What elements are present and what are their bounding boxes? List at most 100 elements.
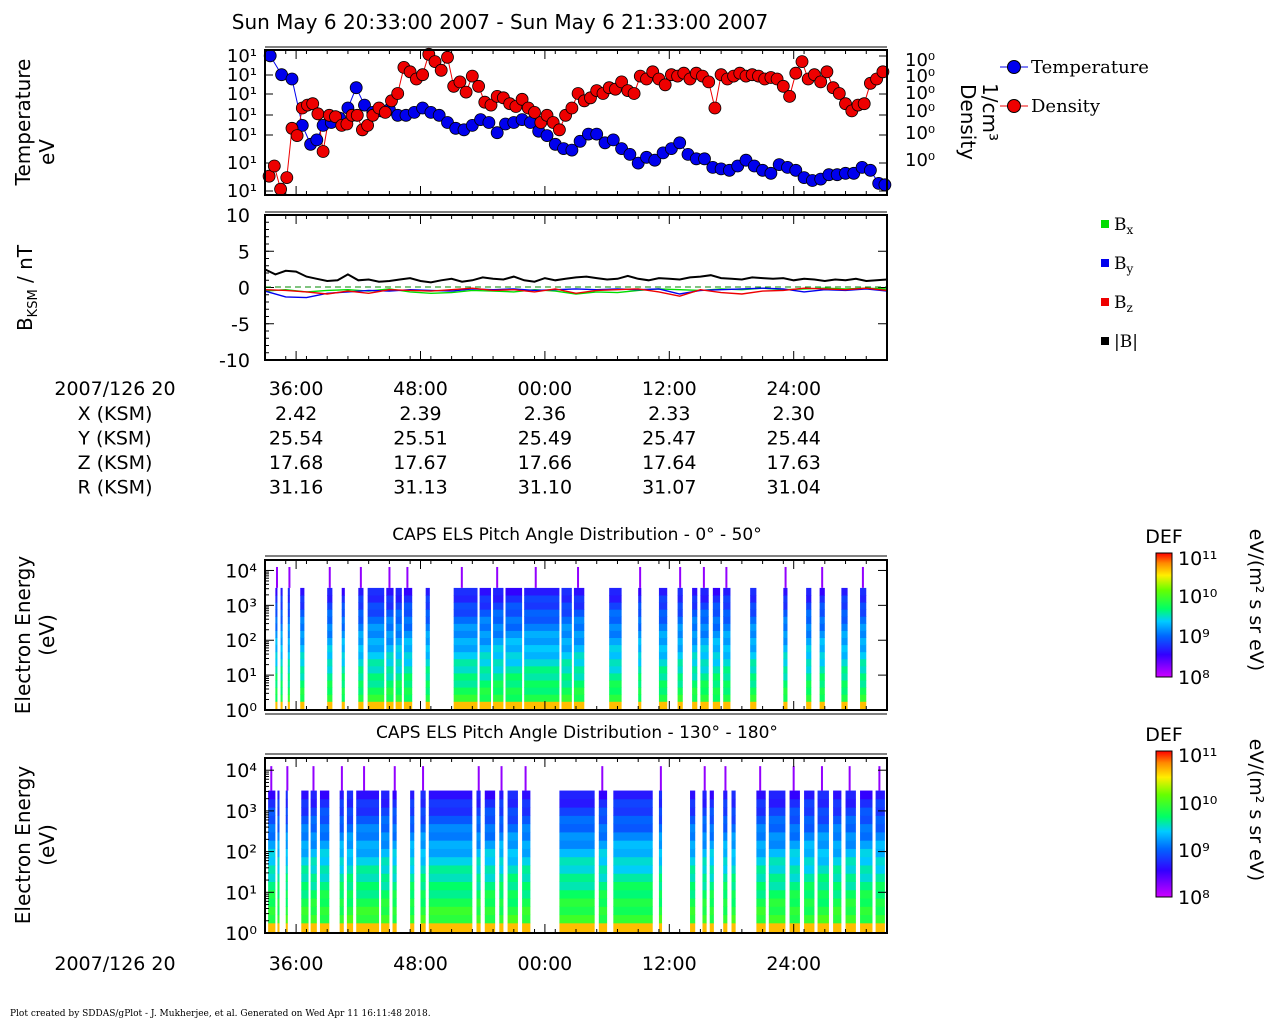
pad-0-50-spectrogram-cell [524,602,560,610]
pad-130-180-spectrogram-cell [690,823,696,833]
pad-130-180-spectrogram-cell [339,807,344,816]
ephemeris-value: 25.51 [393,428,447,450]
pad-130-180-spectrogram-cell [410,898,415,907]
density-point [311,107,325,121]
pad-0-50-spectrogram-cell [505,701,523,710]
pad-0-50-spectrogram-cell [505,687,523,695]
pad-130-180-spectrogram-cell [875,798,885,808]
pad-130-180-spectrogram-cell [789,889,800,899]
pad-0-50-panel: CAPS ELS Pitch Angle Distribution - 0° -… [11,525,1267,722]
pad-0-50-spectrogram-cell [561,680,572,688]
pad-0-50-spectrogram-cell [341,637,345,646]
pad-0-50-spectrogram-cell [275,658,278,667]
pad-0-50-spectrogram-cell [358,602,364,610]
pad-130-180-spectrogram-cell [702,922,707,933]
pad-130-180-spectrogram-cell [268,914,276,924]
pad-0-50-spectrogram-cell [861,566,864,588]
pad-130-180-spectrogram-cell [756,831,766,841]
pad-130-180-spectrogram-cell [789,798,800,808]
pad-0-50-spectrogram-cell [712,672,721,681]
pad-0-50-spectrogram-cell [658,587,668,596]
pad-0-50-spectrogram-cell [638,644,642,653]
pad-0-50-spectrogram-cell [287,587,290,596]
pad-0-50-spectrogram-cell [561,701,572,710]
pad-130-180-spectrogram-cell [339,848,344,858]
density-point [472,79,486,93]
pad-130-180-spectrogram-cell [301,815,309,825]
pad-0-50-spectrogram-cell [300,623,305,631]
pad-0-50-spectrogram-cell [524,594,560,603]
pad-130-180-spectrogram-cell [310,889,317,899]
pad-0-50-spectrogram-cell [723,616,731,624]
upper-time-tick-label: 36:00 [269,378,324,400]
pad-0-50-spectrogram-cell [341,630,345,639]
pad-0-50-spectrogram-cell [395,602,402,610]
pad-0-50-spectrogram-cell [493,616,504,624]
pad-130-180-spectrogram-cell [690,922,696,933]
pad-130-180-spectrogram-cell [319,798,330,808]
pad-0-50-spectrogram-cell [573,616,585,624]
pad-0-50-spectrogram-cell [819,658,825,667]
pad-130-180-spectrogram-cell [817,889,829,899]
pad-130-180-spectrogram-cell [507,881,518,891]
pad-130-180-spectrogram-cell [731,922,736,933]
pad-130-180-spectrogram-cell [875,914,885,924]
pad-130-180-spectrogram-cell [658,815,663,825]
magnetic-tick-label: 5 [238,241,250,263]
pad-0-50-spectrogram-cell [327,687,333,695]
pad-130-180-spectrogram-cell [860,848,873,858]
pad-0-50-spectrogram-cell [367,602,385,610]
pad-130-180-spectrogram-cell [319,823,330,833]
pad-130-180-spectrogram-cell [848,766,851,791]
pad-0-50-spectrogram-cell [677,637,683,646]
pad-130-180-spectrogram-cell [319,906,330,916]
pad-130-180-spectrogram-cell [756,840,766,849]
pad-130-180-spectrogram-cell [381,873,390,882]
pad-0-50-spectrogram-cell [327,651,333,660]
pad-0-50-spectrogram-cell [453,672,478,681]
upper-time-tick-labels: 36:00 48:00 00:00 12:00 24:00 [269,378,821,400]
pad-0-50-spectrogram-cell [700,623,709,631]
pad-0-50-spectrogram-cell [783,680,788,688]
density-axis-label-line1: Density [956,84,980,160]
pad-130-180-spectrogram-cell [804,856,815,866]
ephemeris-row-label: Z (KSM) [78,452,153,474]
pad-130-180-spectrogram-cell [507,798,518,808]
pad-130-180-tick-labels: 10⁰ 10¹ 10² 10³ 10⁴ [225,760,257,945]
pad-0-50-spectrogram-cell [479,602,491,610]
pad-0-50-spectrogram-cell [505,680,523,688]
pad-0-50-spectrogram-cell [841,594,848,603]
pad-0-50-spectrogram-cell [639,566,642,588]
pad-0-50-spectrogram-cell [677,602,683,610]
pad-0-50-spectrogram-cell [841,665,848,674]
pad-130-180-spectrogram-cell [709,848,714,858]
pad-0-50-spectrogram-cell [425,637,430,646]
pad-130-180-spectrogram-cell [768,898,786,907]
pad-130-180-spectrogram-cell [268,889,276,899]
temperature-tick-label: 10¹ [227,84,257,105]
pad-0-50-spectrogram-cell [403,630,413,639]
pad-130-180-spectrogram-cell [723,831,728,841]
magnetic-axis-label-text: BKSM / nT [13,244,41,331]
pad-0-50-spectrogram-cell [524,658,560,667]
pad-130-180-spectrogram-cell [277,807,280,816]
pad-130-180-spectrogram-cell [392,864,397,874]
pad-130-180-spectrogram-cell [731,798,736,808]
density-point [453,75,467,89]
pad-130-180-spectrogram-cell [702,864,707,874]
pad-130-180-spectrogram-cell [860,881,873,891]
pad-130-180-spectrogram-cell [484,831,496,841]
pad-0-50-spectrogram-cell [819,594,825,603]
pad-0-50-spectrogram-cell [841,658,848,667]
pad-130-180-spectrogram-cell [702,815,707,825]
pad-0-50-spectrogram-cell [609,637,622,646]
pad-130-180-spectrogram-cell [339,831,344,841]
pad-130-180-spectrogram-cell [702,848,707,858]
pad-130-180-spectrogram-cell [476,881,481,891]
pad-0-50-spectrogram-cell [573,687,585,695]
pad-130-180-spectrogram-cell [301,914,309,924]
pad-130-180-spectrogram-cell [731,831,736,841]
temperature-point [673,136,687,150]
pad-130-180-spectrogram-cell [702,856,707,866]
pad-130-180-spectrogram-cell [723,840,728,849]
